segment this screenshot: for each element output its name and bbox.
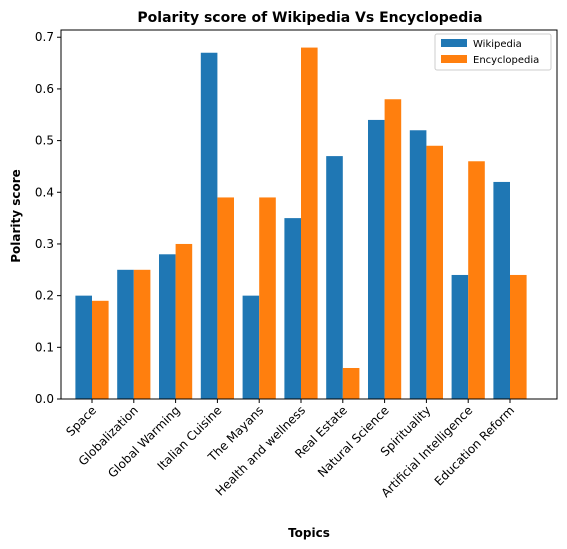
y-tick-label: 0.4 — [35, 185, 54, 199]
y-axis-label: Polarity score — [9, 169, 23, 263]
bar-wikipedia-5 — [284, 218, 301, 399]
x-tick-label: Natural Science — [315, 403, 392, 480]
bars — [75, 48, 526, 399]
x-axis-label: Topics — [288, 526, 330, 540]
x-tick-label: Global Warming — [105, 403, 182, 480]
bar-encyclopedia-3 — [217, 197, 234, 399]
bar-wikipedia-2 — [159, 254, 176, 399]
bar-wikipedia-10 — [493, 182, 510, 399]
y-tick-label: 0.3 — [35, 237, 54, 251]
x-tick-label: Education Reform — [432, 403, 517, 488]
bar-wikipedia-6 — [326, 156, 343, 399]
y-tick-label: 0.7 — [35, 30, 54, 44]
bar-encyclopedia-4 — [259, 197, 276, 399]
bar-encyclopedia-5 — [301, 48, 318, 399]
y-tick-label: 0.2 — [35, 289, 54, 303]
legend-swatch-wikipedia — [441, 39, 467, 47]
bar-wikipedia-1 — [117, 270, 134, 399]
bar-encyclopedia-8 — [426, 146, 443, 399]
y-tick-label: 0.1 — [35, 340, 54, 354]
y-tick-label: 0.5 — [35, 134, 54, 148]
bar-wikipedia-4 — [243, 296, 260, 399]
bar-encyclopedia-9 — [468, 161, 485, 399]
bar-wikipedia-3 — [201, 53, 218, 399]
chart-title: Polarity score of Wikipedia Vs Encyclope… — [137, 10, 482, 26]
bar-encyclopedia-0 — [92, 301, 109, 399]
bar-wikipedia-7 — [368, 120, 385, 399]
bar-wikipedia-0 — [75, 296, 92, 399]
y-ticks: 0.0 0.1 0.2 0.3 0.4 0.5 0.6 0.7 — [35, 30, 61, 406]
bar-wikipedia-8 — [410, 130, 427, 399]
bar-encyclopedia-10 — [510, 275, 527, 399]
bar-wikipedia-9 — [452, 275, 469, 399]
legend: Wikipedia Encyclopedia — [435, 34, 551, 70]
legend-swatch-encyclopedia — [441, 55, 467, 63]
bar-encyclopedia-7 — [385, 99, 402, 399]
y-tick-label: 0.0 — [35, 392, 54, 406]
bar-encyclopedia-6 — [343, 368, 360, 399]
bar-encyclopedia-1 — [134, 270, 151, 399]
legend-label-wikipedia: Wikipedia — [473, 39, 522, 50]
legend-label-encyclopedia: Encyclopedia — [473, 55, 539, 66]
x-tick-label: Space — [63, 403, 99, 439]
y-tick-label: 0.6 — [35, 82, 54, 96]
bar-encyclopedia-2 — [176, 244, 193, 399]
